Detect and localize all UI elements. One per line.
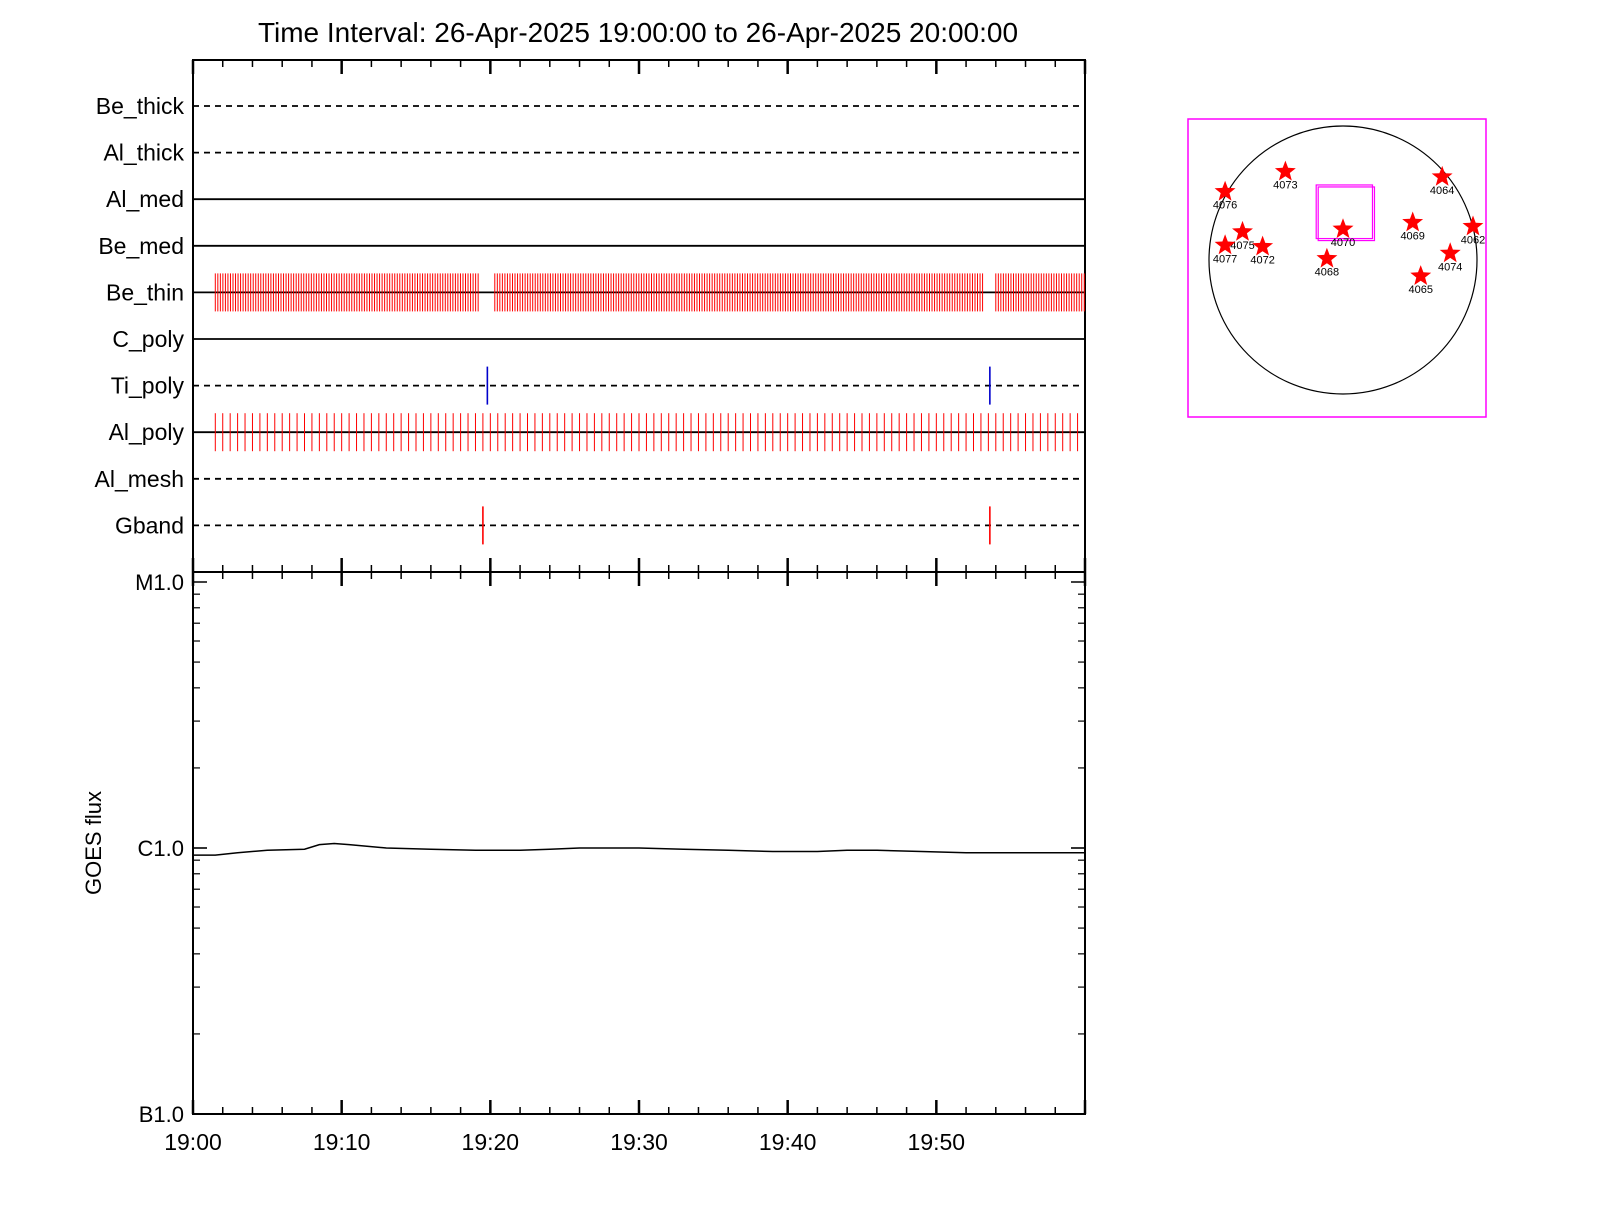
active-region-label-4073: 4073 <box>1273 180 1297 192</box>
active-region-star-4077 <box>1214 234 1236 255</box>
active-region-star-4076 <box>1214 180 1236 201</box>
row-label-gband: Gband <box>115 512 184 538</box>
row-label-be-med: Be_med <box>98 233 184 259</box>
map-frame <box>1187 118 1487 418</box>
active-region-star-4074 <box>1439 242 1461 263</box>
active-region-star-4070 <box>1332 218 1354 239</box>
row-label-be-thin: Be_thin <box>106 279 184 305</box>
active-region-star-4062 <box>1462 215 1484 236</box>
active-region-label-4069: 4069 <box>1400 230 1424 242</box>
active-region-label-4075: 4075 <box>1230 240 1254 252</box>
x-tick-label: 19:30 <box>610 1129 668 1155</box>
solar-disk <box>1208 125 1478 395</box>
field-of-view-box-inner <box>1317 186 1376 242</box>
goes-flux-line <box>193 842 1085 856</box>
y-tick-label: M1.0 <box>135 570 184 595</box>
active-region-label-4074: 4074 <box>1438 261 1462 273</box>
active-region-label-4072: 4072 <box>1250 255 1274 267</box>
row-label-al-med: Al_med <box>106 186 184 212</box>
active-region-star-4064 <box>1431 165 1453 186</box>
active-region-label-4070: 4070 <box>1331 237 1355 249</box>
x-tick-label: 19:40 <box>759 1129 817 1155</box>
active-region-star-4075 <box>1232 220 1253 241</box>
active-region-star-4069 <box>1402 211 1424 232</box>
field-of-view-box <box>1315 184 1374 240</box>
active-region-label-4065: 4065 <box>1408 284 1432 296</box>
filter-timeline-panel: Be_thick Al_thick Al_med Be_med Be_thin C_pol… <box>95 59 1087 573</box>
x-tick-label: 19:50 <box>908 1129 966 1155</box>
active-region-label-4068: 4068 <box>1315 267 1339 279</box>
goes-flux-panel: 19:00 19:10 19:20 19:30 19:40 19:50 M1.0 C1.0 B1… <box>81 570 1087 1155</box>
row-label-c-poly: C_poly <box>112 326 184 352</box>
active-region-label-4076: 4076 <box>1213 200 1237 212</box>
x-tick-label: 19:20 <box>462 1129 520 1155</box>
active-region-label-4064: 4064 <box>1430 185 1454 197</box>
row-label-al-poly: Al_poly <box>109 419 185 445</box>
y-tick-label: B1.0 <box>139 1102 184 1127</box>
active-region-star-4072 <box>1252 235 1274 256</box>
active-region-label-4077: 4077 <box>1213 253 1237 265</box>
row-label-ti-poly: Ti_poly <box>111 373 185 399</box>
x-tick-label: 19:00 <box>164 1129 222 1155</box>
x-tick-label: 19:10 <box>313 1129 371 1155</box>
timeline-frame <box>192 59 1086 573</box>
active-region-star-4068 <box>1316 247 1338 268</box>
y-axis-label: GOES flux <box>81 791 106 895</box>
chart-title: Time Interval: 26-Apr-2025 19:00:00 to 2… <box>258 17 1018 48</box>
active-region-star-4065 <box>1410 265 1432 285</box>
row-label-al-thick: Al_thick <box>103 140 184 166</box>
active-region-label-4062: 4062 <box>1461 235 1485 247</box>
active-region-star-4073 <box>1274 160 1296 181</box>
row-label-be-thick: Be_thick <box>96 93 185 119</box>
row-label-al-mesh: Al_mesh <box>95 466 184 492</box>
goes-frame <box>192 571 1086 1115</box>
y-tick-label: C1.0 <box>138 836 184 861</box>
